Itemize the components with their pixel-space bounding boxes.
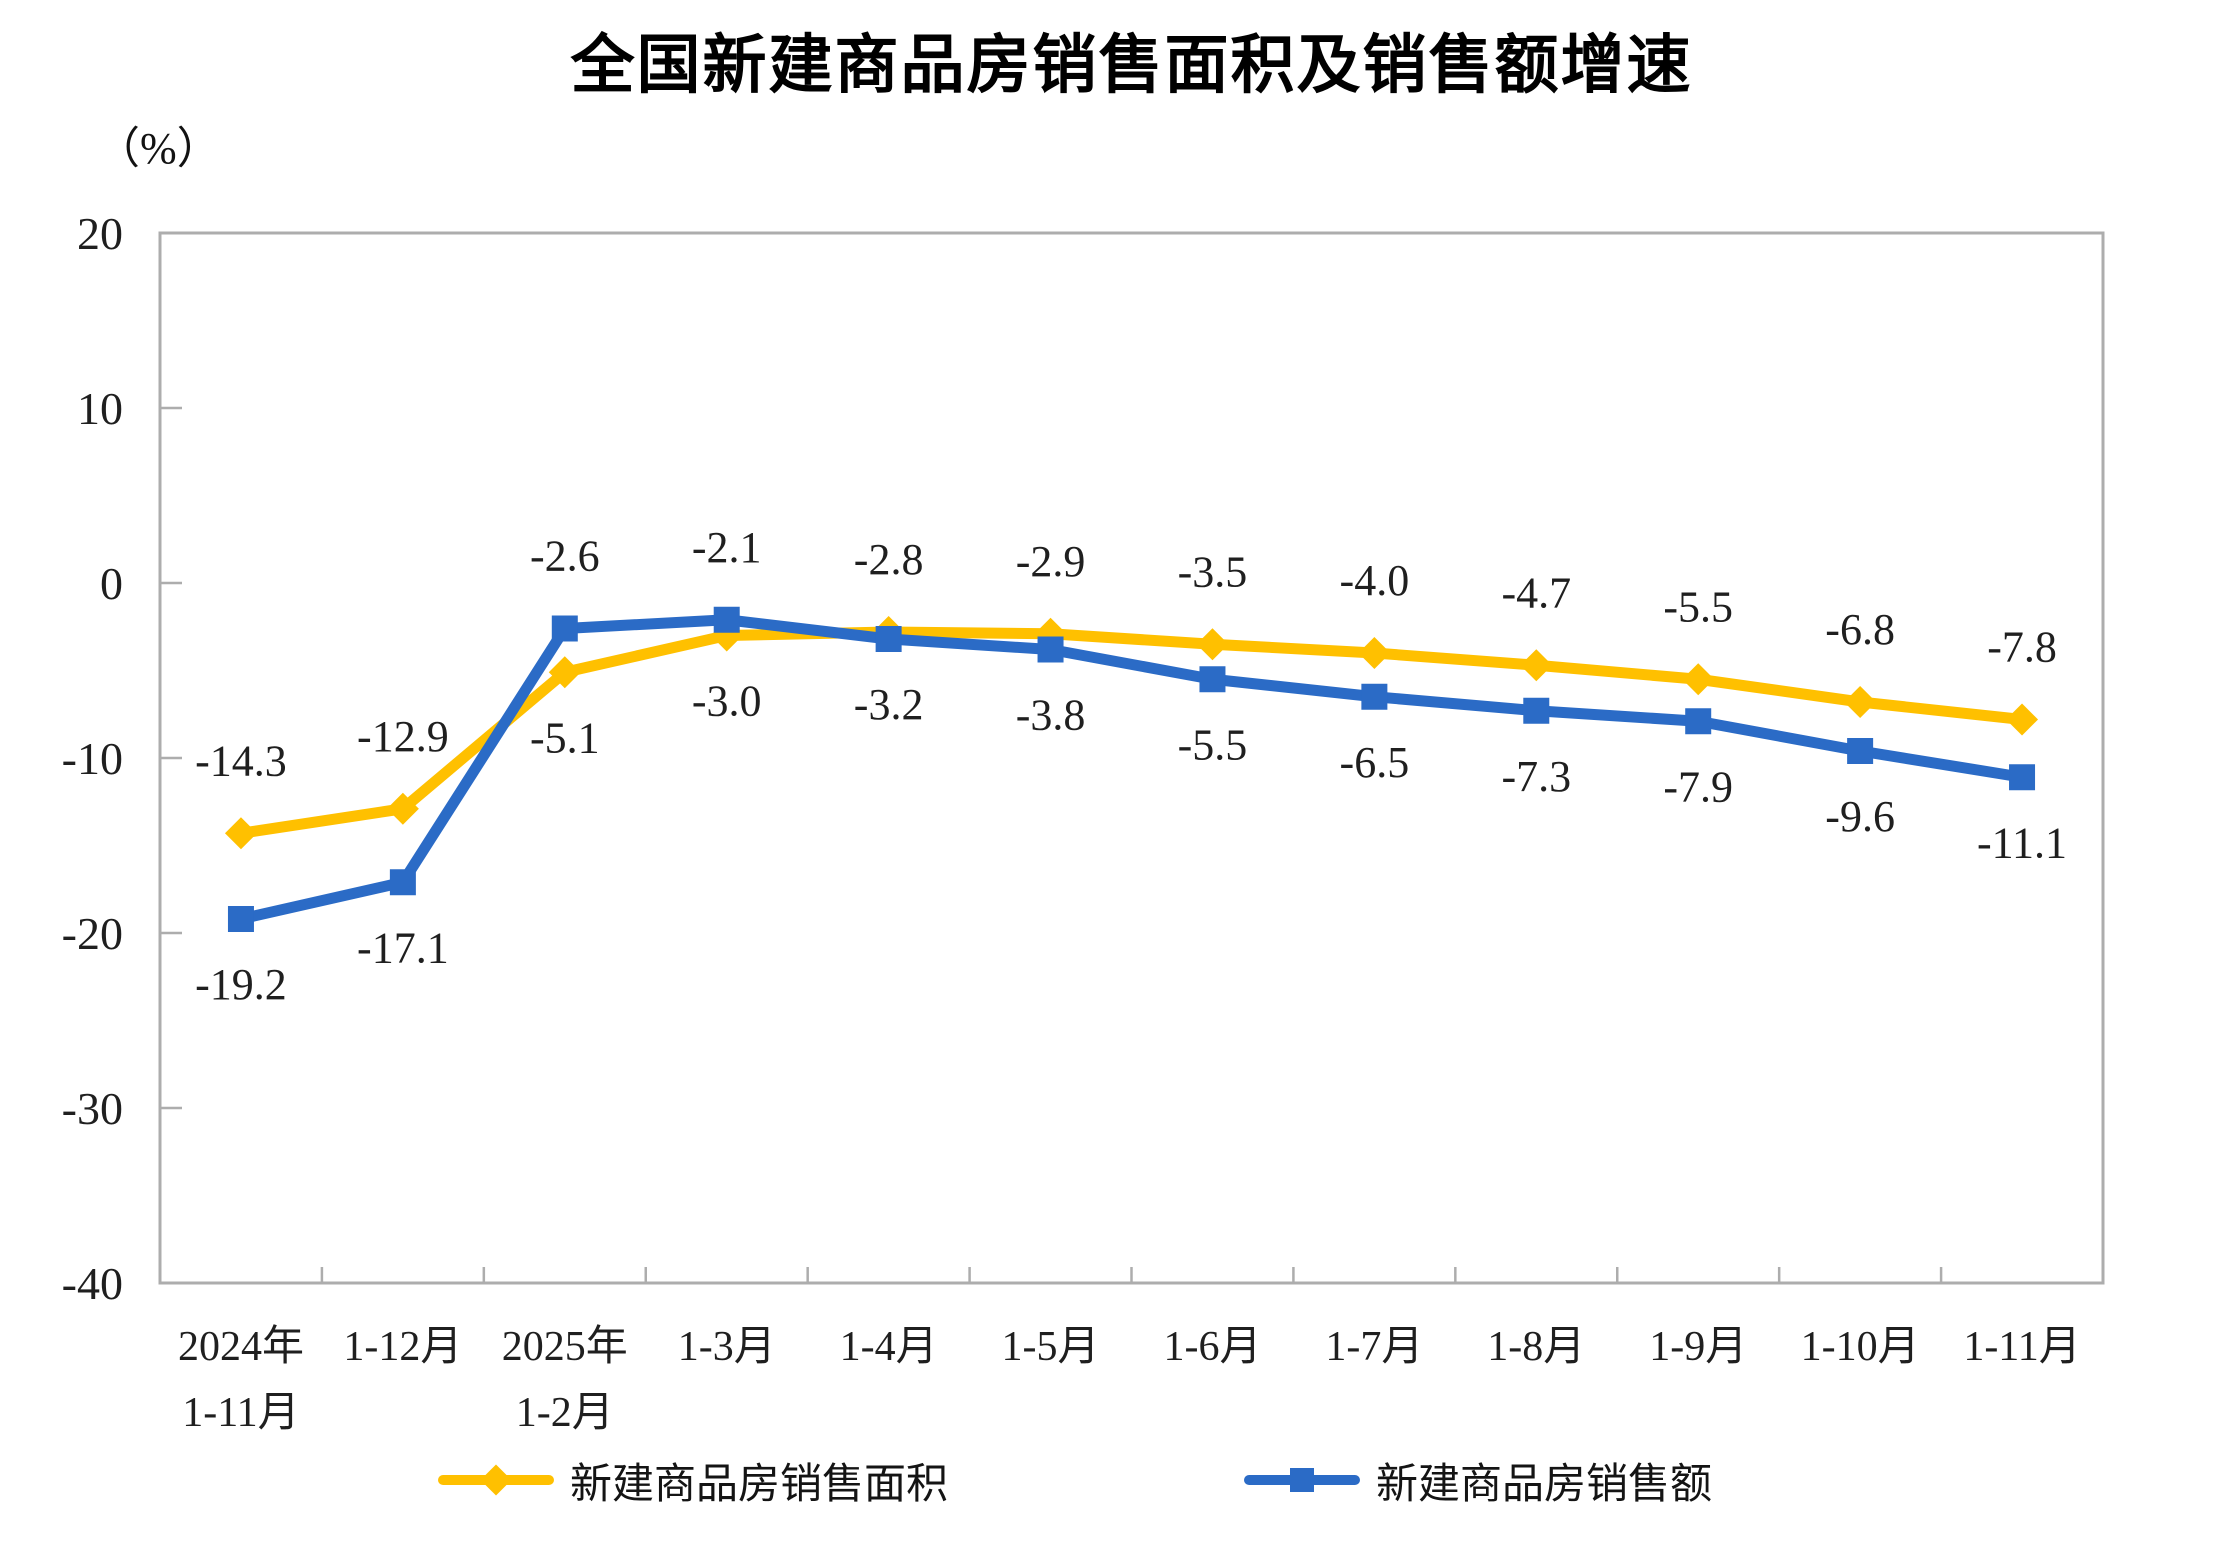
data-point-marker-square: [1361, 683, 1388, 710]
data-point-marker-square: [551, 615, 578, 642]
legend-line-yellow: [438, 1464, 554, 1496]
x-axis-tick-label: 1-12月: [343, 1324, 462, 1370]
data-point-marker-diamond: [548, 656, 581, 689]
data-point-marker-diamond: [2006, 703, 2039, 736]
data-point-label: -4.0: [1340, 556, 1410, 605]
data-point-label: -6.8: [1825, 605, 1895, 654]
y-axis-unit-label: （%）: [96, 124, 221, 173]
y-axis-tick-label: -20: [62, 908, 123, 959]
data-point-label: -9.6: [1825, 792, 1895, 841]
data-point-label: -2.6: [530, 532, 600, 581]
y-axis-tick-label: 0: [100, 558, 123, 609]
series-line-0: [235, 626, 2028, 839]
data-point-marker-square: [1199, 666, 1226, 693]
data-point-marker-diamond: [1196, 628, 1229, 661]
data-point-label: -2.1: [692, 523, 762, 572]
data-point-marker-square: [227, 906, 254, 932]
data-point-label: -3.8: [1016, 691, 1086, 740]
data-point-marker-square: [1847, 738, 1874, 764]
x-axis-tick-label: 2025年 1-2月: [502, 1323, 628, 1436]
y-axis-tick-label: 20: [77, 208, 123, 259]
data-point-marker-diamond: [1358, 637, 1391, 669]
legend-label-sales-amount: 新建商品房销售额: [1376, 1461, 1713, 1508]
y-axis-tick-label: -40: [62, 1258, 123, 1309]
data-point-label: -3.0: [692, 677, 762, 726]
data-point-marker-square: [2009, 764, 2036, 791]
x-axis-tick-label: 1-6月: [1163, 1324, 1261, 1370]
data-point-marker-diamond: [386, 792, 419, 825]
data-point-label: -12.9: [357, 712, 449, 761]
data-point-label: -5.5: [1663, 582, 1733, 631]
data-point-label: -2.9: [1016, 537, 1086, 586]
chart-title: 全国新建商品房销售面积及销售额增速: [570, 29, 1693, 101]
plot-frame: [158, 231, 2105, 1285]
y-axis-tick-label: -10: [62, 733, 123, 784]
legend-line-blue: [1244, 1468, 1360, 1492]
data-point-marker-square: [1685, 708, 1712, 735]
x-axis-tick-label: 1-4月: [840, 1324, 938, 1370]
data-point-marker-diamond: [1520, 649, 1553, 682]
x-axis-tick-label: 1-11月: [1963, 1324, 2080, 1370]
y-axis-tick-label: -30: [62, 1083, 123, 1134]
data-point-marker-square: [389, 869, 416, 896]
x-axis-tick-label: 1-8月: [1487, 1324, 1585, 1370]
series-line-1: [235, 614, 2028, 925]
data-point-label: -3.2: [854, 680, 924, 729]
data-point-marker-square: [1523, 697, 1550, 724]
legend-item-sales-area: 新建商品房销售面积: [438, 1448, 948, 1512]
x-axis-tick-label: 1-9月: [1649, 1324, 1747, 1370]
data-point-marker-square: [713, 606, 740, 633]
data-point-label: -14.3: [195, 736, 287, 785]
data-point-label: -3.5: [1178, 547, 1248, 596]
data-point-label: -6.5: [1340, 738, 1410, 787]
data-point-marker-diamond: [1844, 686, 1877, 718]
legend-item-sales-amount: 新建商品房销售额: [1244, 1448, 1712, 1512]
data-point-label: -7.9: [1663, 762, 1733, 811]
data-point-label: -2.8: [854, 535, 924, 584]
data-point-marker-square: [1037, 636, 1064, 663]
x-axis-tick-label: 1-3月: [678, 1324, 776, 1370]
legend-label-sales-area: 新建商品房销售面积: [570, 1461, 949, 1508]
data-point-label: -7.8: [1987, 623, 2057, 672]
data-point-marker-square: [875, 626, 902, 652]
data-point-label: -17.1: [357, 923, 449, 972]
data-point-label: -4.7: [1501, 568, 1571, 617]
x-axis-tick-label: 1-7月: [1325, 1324, 1423, 1370]
data-point-label: -19.2: [195, 960, 287, 1009]
data-point-label: -5.5: [1178, 720, 1248, 769]
y-axis-tick-label: 10: [77, 383, 123, 434]
x-axis-tick-label: 1-5月: [1002, 1324, 1100, 1370]
chart-legend: 新建商品房销售面积 新建商品房销售额: [0, 1448, 2216, 1512]
data-point-label: -11.1: [1977, 818, 2067, 867]
x-axis-tick-label: 2024年 1-11月: [178, 1323, 304, 1436]
x-axis-tick-label: 1-10月: [1801, 1324, 1920, 1370]
diamond-marker-icon: [480, 1464, 512, 1496]
data-point-marker-diamond: [224, 817, 257, 850]
square-marker-icon: [1290, 1468, 1314, 1492]
data-point-label: -7.3: [1501, 752, 1571, 801]
data-point-marker-diamond: [1682, 663, 1715, 696]
data-point-label: -5.1: [530, 713, 600, 762]
